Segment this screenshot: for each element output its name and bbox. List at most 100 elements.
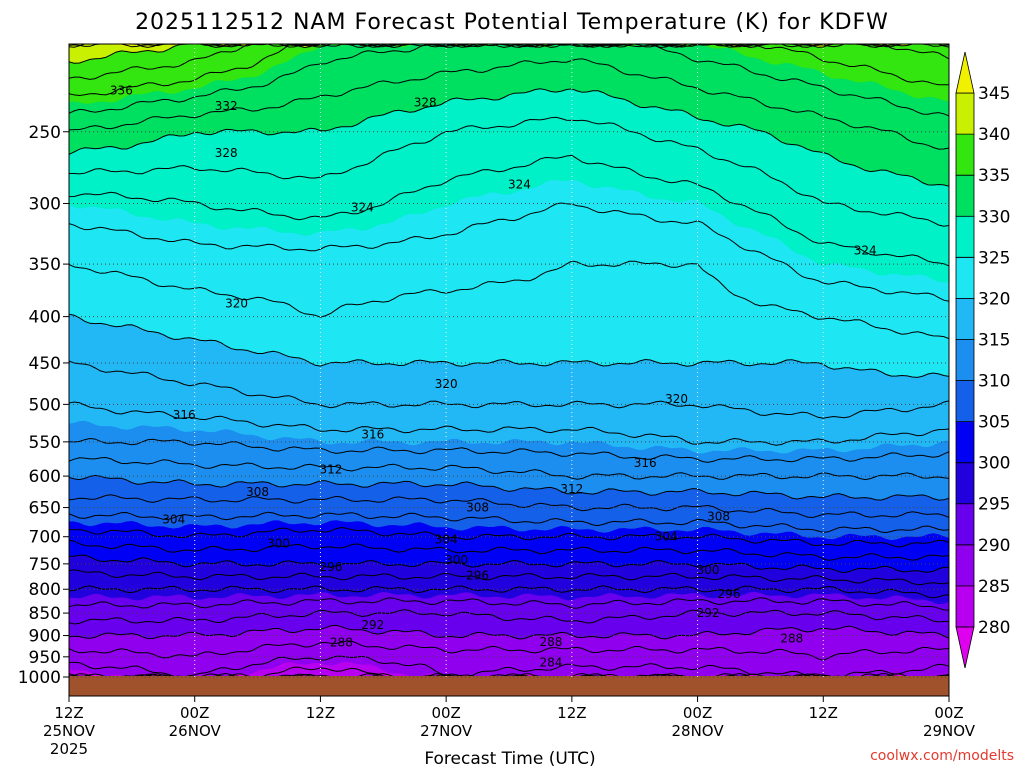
contour-label-text: 304 bbox=[435, 533, 458, 547]
contour-label-text: 316 bbox=[173, 408, 196, 422]
x-tick-label: 00Z bbox=[431, 704, 460, 722]
colorbar-swatch bbox=[955, 256, 975, 299]
contour-label: 320 bbox=[225, 297, 248, 311]
contour-line bbox=[69, 401, 949, 446]
colorbar-label: 340 bbox=[978, 125, 1010, 145]
colorbar-swatch bbox=[955, 92, 975, 135]
contour-labels: 336 332 328 328 324 324 324 320 320 320 316 316 316 3… bbox=[110, 83, 877, 669]
contour-label-text: 296 bbox=[319, 560, 342, 574]
grid-lines bbox=[69, 44, 949, 678]
x-tick-label: 12Z bbox=[54, 704, 83, 722]
contour-label-text: 284 bbox=[539, 656, 562, 670]
contour-label-text: 328 bbox=[215, 146, 238, 160]
field-band bbox=[69, 661, 949, 677]
colorbar-swatch bbox=[955, 174, 975, 217]
contour-line bbox=[69, 360, 949, 419]
y-tick-label: 650 bbox=[29, 499, 61, 519]
colorbar-label: 280 bbox=[978, 618, 1010, 638]
contour-label-text: 336 bbox=[110, 83, 133, 97]
contour-label: 300 bbox=[697, 563, 720, 577]
contour-label: 296 bbox=[718, 587, 741, 601]
contour-line bbox=[69, 116, 949, 227]
y-tick-label: 250 bbox=[29, 123, 61, 143]
contour-label: 320 bbox=[665, 392, 688, 406]
colorbar-label: 330 bbox=[978, 207, 1010, 227]
contour-line bbox=[69, 44, 949, 48]
y-tick-label: 850 bbox=[29, 604, 61, 624]
contour-label-text: 304 bbox=[162, 512, 185, 526]
contour-label: 300 bbox=[267, 536, 290, 550]
contour-label-text: 320 bbox=[225, 297, 248, 311]
x-tick-label: 12Z bbox=[809, 704, 838, 722]
contour-label: 316 bbox=[173, 408, 196, 422]
contour-label: 308 bbox=[246, 485, 269, 499]
contour-label-text: 300 bbox=[267, 536, 290, 550]
contour-line bbox=[69, 88, 949, 187]
contour-label-text: 320 bbox=[435, 377, 458, 391]
x-axis-label: Forecast Time (UTC) bbox=[424, 749, 595, 768]
contour-label-text: 316 bbox=[361, 428, 384, 442]
y-tick-label: 700 bbox=[29, 528, 61, 548]
y-tick-label: 750 bbox=[29, 555, 61, 575]
contour-line bbox=[69, 655, 949, 677]
contour-label-text: 300 bbox=[697, 563, 720, 577]
contour-label-text: 300 bbox=[445, 553, 468, 567]
contour-line bbox=[69, 44, 949, 117]
contour-label: 300 bbox=[445, 553, 468, 567]
contour-label: 316 bbox=[634, 456, 657, 470]
contour-label: 284 bbox=[539, 656, 562, 670]
x-tick-label: 28NOV bbox=[672, 722, 725, 740]
x-tick-label: 00Z bbox=[180, 704, 209, 722]
y-tick-label: 950 bbox=[29, 648, 61, 668]
colorbar-swatch bbox=[955, 380, 975, 422]
contour-label: 324 bbox=[351, 200, 374, 214]
credit-text[interactable]: coolwx.com/modelts bbox=[870, 748, 1014, 764]
contour-line bbox=[69, 494, 949, 519]
plot-frame bbox=[68, 43, 950, 697]
colorbar-swatch bbox=[955, 51, 975, 94]
contour-label: 328 bbox=[414, 95, 437, 109]
contour-line bbox=[69, 640, 949, 661]
x-tick-label: 00Z bbox=[683, 704, 712, 722]
contour-line bbox=[69, 202, 949, 302]
contour-label-text: 304 bbox=[655, 530, 678, 544]
y-tick-label: 500 bbox=[29, 395, 61, 415]
contour-line bbox=[69, 313, 949, 378]
y-tick-label: 600 bbox=[29, 467, 61, 487]
contour-label-text: 332 bbox=[215, 99, 238, 113]
contour-label-text: 292 bbox=[361, 618, 384, 632]
x-tick-label: 27NOV bbox=[420, 722, 473, 740]
contour-line bbox=[69, 597, 949, 611]
contour-label-text: 312 bbox=[560, 482, 583, 496]
contour-label-text: 320 bbox=[665, 392, 688, 406]
contour-label: 324 bbox=[508, 178, 531, 192]
colorbar-label: 300 bbox=[978, 454, 1010, 474]
colorbar-label: 315 bbox=[978, 330, 1010, 350]
colorbar-swatch bbox=[955, 585, 975, 628]
contour-line bbox=[69, 44, 949, 97]
y-tick-label: 450 bbox=[29, 354, 61, 374]
contour-label: 288 bbox=[780, 632, 803, 646]
contour-line bbox=[69, 609, 949, 625]
colorbar-label: 345 bbox=[978, 84, 1010, 104]
colorbar-swatch bbox=[955, 462, 975, 505]
contour-label: 304 bbox=[435, 533, 458, 547]
contour-label: 292 bbox=[697, 606, 720, 620]
colorbar-label: 320 bbox=[978, 289, 1010, 309]
contour-label: 312 bbox=[560, 482, 583, 496]
contour-line bbox=[69, 539, 949, 561]
colorbar-swatch bbox=[955, 626, 975, 669]
colorbar-label: 335 bbox=[978, 166, 1010, 186]
contour-line bbox=[69, 44, 949, 80]
contour-line bbox=[69, 511, 949, 534]
contour-label: 316 bbox=[361, 428, 384, 442]
colorbar-swatch bbox=[955, 215, 975, 258]
y-tick-label: 300 bbox=[29, 194, 61, 214]
y-tick-label: 1000 bbox=[18, 668, 61, 688]
contour-label-text: 296 bbox=[718, 587, 741, 601]
y-tick-label: 900 bbox=[29, 627, 61, 647]
x-tick-label: 2025 bbox=[50, 740, 88, 758]
x-tick-label: 29NOV bbox=[923, 722, 976, 740]
contour-label: 312 bbox=[319, 462, 342, 476]
contour-label: 288 bbox=[330, 635, 353, 649]
